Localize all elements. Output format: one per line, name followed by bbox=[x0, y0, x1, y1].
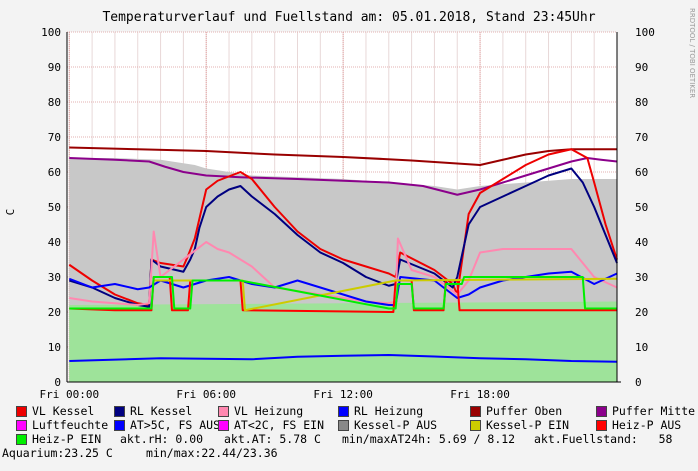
y-tick-label-right: 20 bbox=[635, 306, 648, 319]
y-tick-label-left: 20 bbox=[48, 306, 61, 319]
legend-label: Heiz-P AUS bbox=[612, 418, 682, 432]
legend-item-heiz-p-ein: Heiz-P EIN bbox=[16, 432, 101, 446]
x-tick-label: Fri 12:00 bbox=[313, 388, 373, 400]
legend-item-kessel-p-ein: Kessel-P EIN bbox=[470, 418, 569, 432]
legend-swatch bbox=[470, 405, 481, 417]
y-tick-label-left: 90 bbox=[48, 61, 61, 74]
y-tick-label-right: 60 bbox=[635, 166, 648, 179]
legend-swatch bbox=[596, 419, 607, 431]
legend-swatch bbox=[16, 405, 27, 417]
y-tick-label-right: 70 bbox=[635, 131, 648, 144]
y-axis-label: C bbox=[4, 209, 17, 216]
y-tick-label-left: 60 bbox=[48, 166, 61, 179]
legend-swatch bbox=[16, 419, 27, 431]
temperature-chart: Temperaturverlauf und Fuellstand am: 05.… bbox=[4, 8, 696, 400]
area-luftfeuchte bbox=[69, 301, 617, 382]
y-tick-label-right: 0 bbox=[635, 376, 642, 389]
watermark: RRDTOOL / TOBI OETIKER bbox=[688, 8, 696, 98]
legend-swatch bbox=[218, 419, 229, 431]
legend-swatch bbox=[218, 405, 229, 417]
legend-label: VL Heizung bbox=[234, 404, 304, 418]
line-puffer-mitte bbox=[69, 157, 618, 196]
legend-label: RL Kessel bbox=[130, 404, 193, 418]
y-tick-label-left: 40 bbox=[48, 236, 61, 249]
line-series bbox=[68, 146, 618, 363]
legend-label: Kessel-P AUS bbox=[354, 418, 438, 432]
legend-label: AT>5C, FS AUS bbox=[130, 418, 221, 432]
y-tick-label-right: 50 bbox=[635, 201, 648, 214]
legend-item-rl-heizung: RL Heizung bbox=[338, 404, 423, 418]
legend-label: Heiz-P EIN bbox=[32, 432, 102, 446]
legend-label: Puffer Oben bbox=[486, 404, 563, 418]
legend-label: AT<2C, FS EIN bbox=[234, 418, 325, 432]
legend-swatch bbox=[596, 405, 607, 417]
legend-item-at-2c-fs-ein: AT<2C, FS EIN bbox=[218, 418, 324, 432]
y-tick-label-left: 10 bbox=[48, 341, 61, 354]
y-tick-label-left: 0 bbox=[54, 376, 61, 389]
legend-swatch bbox=[16, 433, 27, 445]
axes: 0 0 10 10 20 20 30 30 40 40 50 50 60 60 70 70 80 80 90 90 10… bbox=[39, 26, 654, 400]
legend-item-puffer-oben: Puffer Oben bbox=[470, 404, 562, 418]
y-tick-label-right: 30 bbox=[635, 271, 648, 284]
x-tick-label: Fri 00:00 bbox=[39, 388, 99, 400]
y-tick-label-left: 100 bbox=[41, 26, 61, 39]
y-tick-label-right: 90 bbox=[635, 61, 648, 74]
y-tick-label-left: 70 bbox=[48, 131, 61, 144]
legend-item-vl-heizung: VL Heizung bbox=[218, 404, 303, 418]
x-tick-label: Fri 06:00 bbox=[176, 388, 236, 400]
line-rl-kessel bbox=[68, 167, 618, 308]
legend-item-puffer-mitte: Puffer Mitte bbox=[596, 404, 695, 418]
legend-item-rl-kessel: RL Kessel bbox=[114, 404, 192, 418]
legend-swatch bbox=[470, 419, 481, 431]
line-at-5c-fs-aus bbox=[69, 354, 618, 363]
x-tick-label: Fri 18:00 bbox=[450, 388, 510, 400]
status-minmax-at: min/maxAT24h: 5.69 / 8.12 bbox=[342, 432, 516, 446]
y-tick-label-left: 50 bbox=[48, 201, 61, 214]
legend-item-at-5c-fs-aus: AT>5C, FS AUS bbox=[114, 418, 220, 432]
line-vl-heizung bbox=[69, 230, 618, 306]
area-series bbox=[69, 158, 617, 382]
y-tick-label-right: 100 bbox=[635, 26, 655, 39]
y-tick-label-left: 80 bbox=[48, 96, 61, 109]
legend-item-luftfeuchte: Luftfeuchte bbox=[16, 418, 108, 432]
legend-swatch bbox=[338, 419, 349, 431]
chart-title: Temperaturverlauf und Fuellstand am: 05.… bbox=[102, 10, 595, 25]
legend-swatch bbox=[114, 405, 125, 417]
legend-label: VL Kessel bbox=[32, 404, 95, 418]
legend-swatch bbox=[114, 419, 125, 431]
y-tick-label-right: 80 bbox=[635, 96, 648, 109]
line-heiz-p-ein bbox=[69, 276, 617, 310]
legend-label: RL Heizung bbox=[354, 404, 424, 418]
legend-swatch bbox=[338, 405, 349, 417]
legend-label: Luftfeuchte bbox=[32, 418, 109, 432]
status-aquarium: Aquarium:23.25 C bbox=[2, 446, 113, 460]
legend-label: Kessel-P EIN bbox=[486, 418, 570, 432]
status-aquarium-minmax: min/max:22.44/23.36 bbox=[146, 446, 278, 460]
legend-item-heiz-p-aus: Heiz-P AUS bbox=[596, 418, 681, 432]
legend-label: Puffer Mitte bbox=[612, 404, 696, 418]
y-tick-label-left: 30 bbox=[48, 271, 61, 284]
y-tick-label-right: 10 bbox=[635, 341, 648, 354]
y-tick-label-right: 40 bbox=[635, 236, 648, 249]
legend: VL Kessel RL Kessel VL Heizung RL Heizung Pu… bbox=[2, 404, 696, 460]
legend-item-kessel-p-aus: Kessel-P AUS bbox=[338, 418, 437, 432]
legend-item-vl-kessel: VL Kessel bbox=[16, 404, 94, 418]
status-akt-rh: akt.rH: 0.00 bbox=[120, 432, 204, 446]
status-fuellstand: akt.Fuellstand: 58 bbox=[534, 432, 673, 446]
line-puffer-oben bbox=[69, 146, 617, 166]
status-akt-at: akt.AT: 5.78 C bbox=[224, 432, 321, 446]
